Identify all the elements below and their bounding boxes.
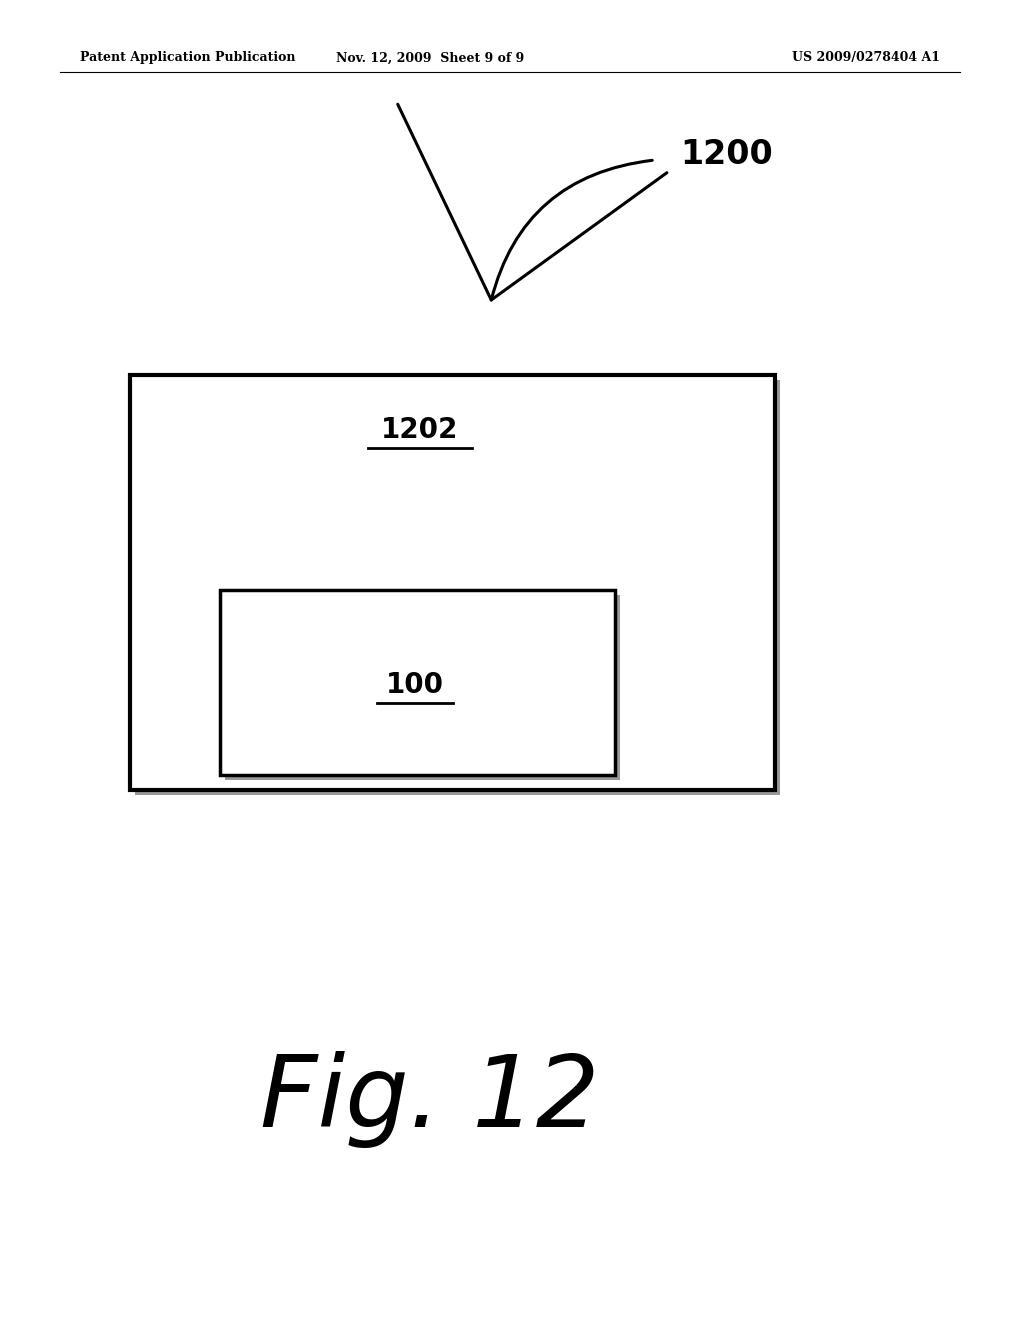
Text: 1202: 1202 xyxy=(381,416,459,444)
Text: Nov. 12, 2009  Sheet 9 of 9: Nov. 12, 2009 Sheet 9 of 9 xyxy=(336,51,524,65)
Text: 1200: 1200 xyxy=(680,139,773,172)
Text: Patent Application Publication: Patent Application Publication xyxy=(80,51,296,65)
Text: 100: 100 xyxy=(386,671,444,700)
Bar xyxy=(225,595,620,780)
Bar xyxy=(130,375,775,789)
Text: Fig. 12: Fig. 12 xyxy=(260,1052,600,1148)
Bar xyxy=(135,380,780,795)
Bar xyxy=(220,590,615,775)
Text: US 2009/0278404 A1: US 2009/0278404 A1 xyxy=(792,51,940,65)
